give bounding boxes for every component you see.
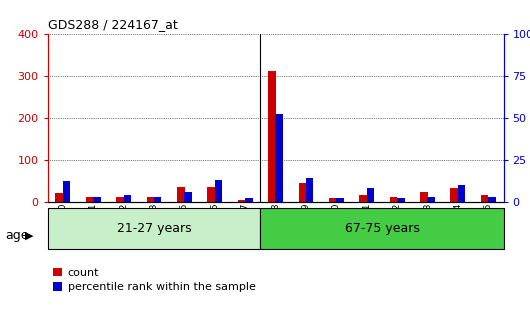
Text: ▶: ▶ xyxy=(25,230,33,240)
Bar xyxy=(207,187,215,202)
Bar xyxy=(420,192,428,202)
Bar xyxy=(488,197,496,202)
Bar xyxy=(56,193,63,202)
Bar xyxy=(450,188,458,202)
Bar xyxy=(458,185,465,202)
Bar xyxy=(63,181,70,202)
Bar xyxy=(397,198,404,202)
Bar xyxy=(177,187,184,202)
Bar xyxy=(298,183,306,202)
Bar xyxy=(359,195,367,202)
Bar xyxy=(238,200,245,202)
Bar xyxy=(481,195,489,202)
Text: 21-27 years: 21-27 years xyxy=(117,222,191,235)
Bar xyxy=(268,72,276,202)
Text: 67-75 years: 67-75 years xyxy=(344,222,419,235)
Bar xyxy=(215,180,222,202)
Bar xyxy=(48,208,260,249)
Bar xyxy=(260,208,504,249)
Bar xyxy=(329,198,337,202)
Bar xyxy=(276,114,283,202)
Bar xyxy=(123,195,131,202)
Bar xyxy=(147,198,154,202)
Bar xyxy=(306,178,313,202)
Bar xyxy=(116,197,124,202)
Bar xyxy=(390,198,398,202)
Text: age: age xyxy=(5,229,29,242)
Bar xyxy=(427,197,435,202)
Bar xyxy=(367,188,374,202)
Bar xyxy=(184,192,192,202)
Bar xyxy=(336,198,344,202)
Legend: count, percentile rank within the sample: count, percentile rank within the sample xyxy=(53,268,255,292)
Text: GDS288 / 224167_at: GDS288 / 224167_at xyxy=(48,18,178,31)
Bar xyxy=(245,198,253,202)
Bar xyxy=(93,197,101,202)
Bar xyxy=(86,198,93,202)
Bar xyxy=(154,197,162,202)
